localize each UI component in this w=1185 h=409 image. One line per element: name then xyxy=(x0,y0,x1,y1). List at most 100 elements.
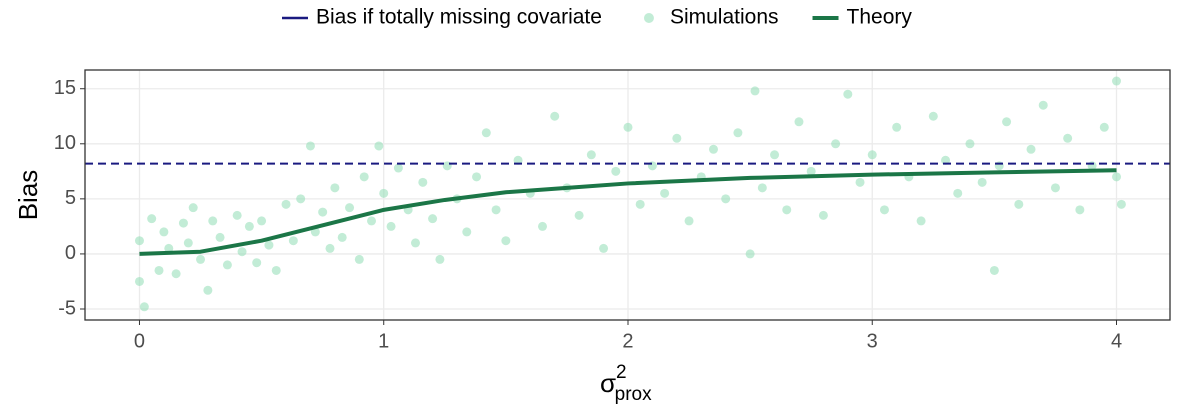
point xyxy=(855,177,865,187)
point xyxy=(215,232,225,242)
point xyxy=(1050,183,1060,193)
point xyxy=(288,236,298,246)
point xyxy=(928,111,938,121)
point xyxy=(462,227,472,237)
point xyxy=(386,221,396,231)
y-tick-label: 10 xyxy=(54,132,76,154)
point xyxy=(354,254,364,264)
point xyxy=(281,199,291,209)
point xyxy=(733,128,743,138)
point xyxy=(337,232,347,242)
point xyxy=(232,210,242,220)
point xyxy=(843,89,853,99)
point xyxy=(203,285,213,295)
point xyxy=(208,216,218,226)
point xyxy=(183,238,193,248)
point xyxy=(418,177,428,187)
x-label-sub: prox xyxy=(615,384,652,405)
point xyxy=(359,172,369,182)
y-tick-label: 15 xyxy=(54,77,76,99)
legend-label: Bias if totally missing covariate xyxy=(316,6,602,29)
point xyxy=(264,240,274,250)
point xyxy=(178,218,188,228)
point xyxy=(379,188,389,198)
point xyxy=(154,265,164,275)
point xyxy=(1112,172,1122,182)
point xyxy=(513,155,523,165)
point xyxy=(806,166,816,176)
theory-line xyxy=(139,168,1117,256)
point xyxy=(750,86,760,96)
point xyxy=(831,139,841,149)
point xyxy=(244,221,254,231)
point xyxy=(770,150,780,160)
point xyxy=(635,199,645,209)
point xyxy=(672,133,682,143)
point xyxy=(867,150,877,160)
point xyxy=(501,236,511,246)
point xyxy=(171,269,181,279)
x-tick-label: 0 xyxy=(134,330,145,352)
point xyxy=(599,243,609,253)
x-axis-label: σ2 prox xyxy=(600,362,652,405)
point xyxy=(491,205,501,215)
point xyxy=(257,216,267,226)
point xyxy=(237,247,247,257)
point xyxy=(1014,199,1024,209)
y-tick-label: 5 xyxy=(65,187,76,209)
point xyxy=(147,214,157,224)
point xyxy=(989,265,999,275)
point xyxy=(660,188,670,198)
point xyxy=(196,254,206,264)
point xyxy=(1116,199,1126,209)
point xyxy=(1002,117,1012,127)
point xyxy=(188,203,198,213)
point xyxy=(252,258,262,268)
point xyxy=(965,139,975,149)
x-tick-label: 2 xyxy=(622,330,633,352)
point xyxy=(879,205,889,215)
y-tick-label: -5 xyxy=(58,297,76,319)
point xyxy=(916,216,926,226)
point xyxy=(164,243,174,253)
point xyxy=(1063,133,1073,143)
point xyxy=(296,194,306,204)
point xyxy=(1075,205,1085,215)
point xyxy=(305,141,315,151)
point xyxy=(757,183,767,193)
legend-label: Theory xyxy=(847,6,913,29)
legend-key xyxy=(643,13,654,23)
point xyxy=(745,249,755,259)
point xyxy=(953,188,963,198)
point xyxy=(892,122,902,132)
point xyxy=(271,265,281,275)
point xyxy=(410,238,420,248)
point xyxy=(134,236,144,246)
point xyxy=(330,183,340,193)
point xyxy=(586,150,596,160)
point xyxy=(139,302,149,312)
point xyxy=(537,221,547,231)
point xyxy=(1112,76,1122,86)
point xyxy=(684,216,694,226)
point xyxy=(318,207,328,217)
point xyxy=(435,254,445,264)
point xyxy=(1026,144,1036,154)
point xyxy=(345,203,355,213)
point xyxy=(222,260,232,270)
point xyxy=(818,210,828,220)
point xyxy=(325,243,335,253)
point xyxy=(367,216,377,226)
point xyxy=(708,144,718,154)
legend-label: Simulations xyxy=(670,6,779,29)
x-tick-label: 3 xyxy=(867,330,878,352)
point xyxy=(574,210,584,220)
point xyxy=(977,177,987,187)
point xyxy=(1099,122,1109,132)
point xyxy=(472,172,482,182)
point xyxy=(782,205,792,215)
point xyxy=(374,141,384,151)
point xyxy=(159,227,169,237)
y-tick-label: 0 xyxy=(65,242,76,264)
